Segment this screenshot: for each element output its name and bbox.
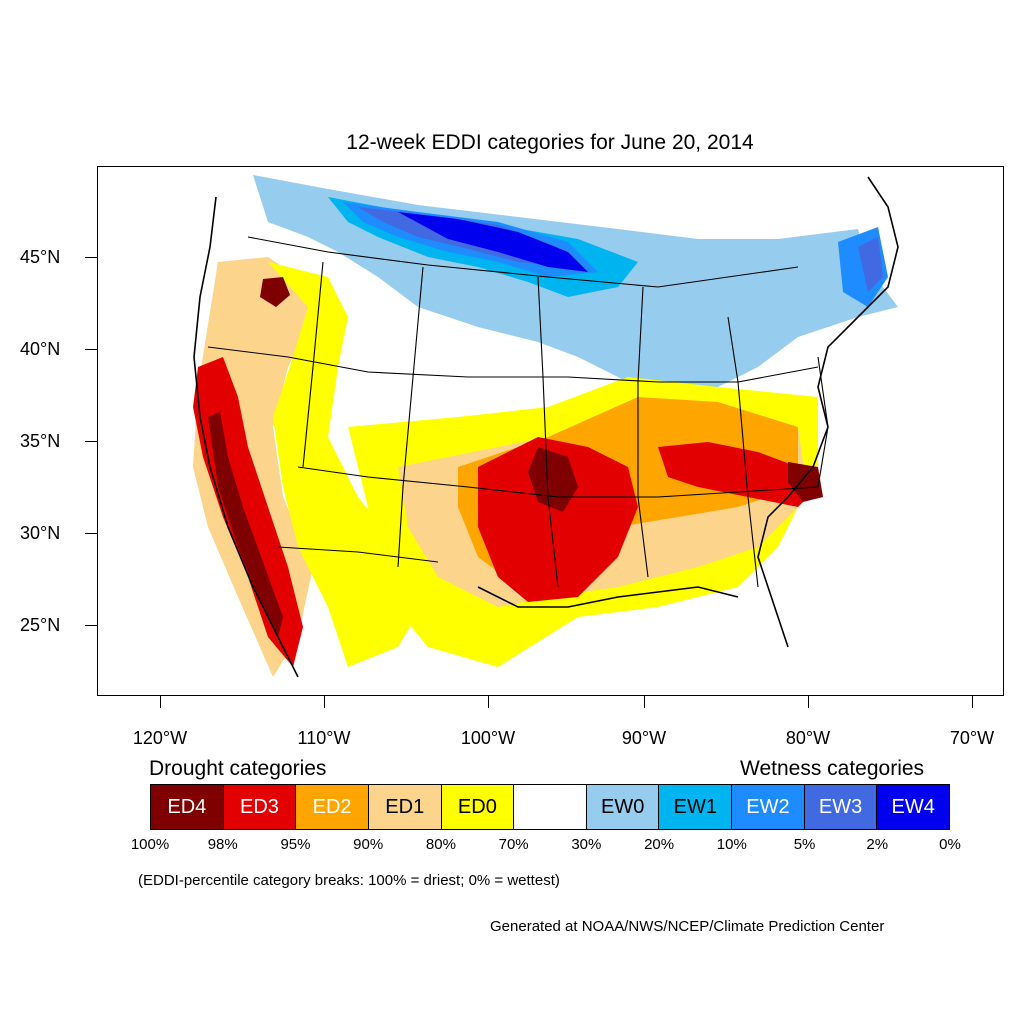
legend-box-ed2: ED2 — [296, 785, 369, 829]
lat-label-25: 25°N — [20, 615, 61, 635]
drought-ed4-southeast — [788, 462, 823, 502]
lon-tick-90 — [644, 696, 646, 708]
break-label: 0% — [939, 836, 961, 853]
break-label: 95% — [280, 836, 311, 853]
lon-tick-70 — [972, 696, 974, 708]
lat-tick-45 — [85, 257, 97, 259]
lon-label-110: 110°W — [297, 728, 351, 748]
coastline — [193, 176, 899, 678]
break-label: 2% — [866, 836, 889, 853]
wetness-ew4-region — [398, 212, 588, 272]
break-label: 90% — [353, 836, 384, 853]
legend-box-ed1: ED1 — [368, 785, 442, 829]
drought-categories-heading: Drought categories — [149, 757, 327, 780]
drought-ed3-central — [478, 437, 638, 602]
lat-tick-30 — [85, 533, 97, 535]
lat-label-35: 35°N — [20, 431, 61, 451]
break-label: 70% — [498, 836, 529, 853]
lat-label-30: 30°N — [20, 523, 61, 543]
lon-label-120: 120°W — [132, 728, 188, 748]
legend-box-ed0: ED0 — [441, 785, 515, 829]
break-label: 20% — [644, 836, 675, 853]
map-panel — [97, 166, 1004, 696]
wetness-categories-heading: Wetness categories — [740, 757, 925, 780]
lon-label-80: 80°W — [785, 728, 831, 748]
legend-box-ew2: EW2 — [732, 785, 805, 829]
drought-ed4-west — [208, 412, 283, 637]
drought-ed4-central — [528, 447, 578, 512]
lon-label-90: 90°W — [621, 728, 667, 748]
eddi-map — [193, 175, 899, 678]
state-borders — [207, 236, 829, 588]
legend-box-ew0: EW0 — [586, 785, 660, 829]
break-label: 100% — [130, 836, 170, 853]
legend-box-ew4: EW4 — [877, 785, 950, 829]
drought-ed3-southeast — [658, 442, 818, 507]
legend-box-ed3: ED3 — [223, 785, 297, 829]
legend-box-ew3: EW3 — [804, 785, 878, 829]
map-title: 12-week EDDI categories for June 20, 201… — [346, 131, 754, 154]
lon-tick-120 — [160, 696, 162, 708]
lat-label-40: 40°N — [20, 339, 61, 359]
break-label: 80% — [425, 836, 456, 853]
break-label: 30% — [571, 836, 602, 853]
break-label: 98% — [207, 836, 238, 853]
drought-ed4-northwest — [260, 277, 290, 307]
lon-label-70: 70°W — [949, 728, 995, 748]
break-label: 10% — [716, 836, 747, 853]
lon-tick-110 — [324, 696, 326, 708]
category-legend: ED4 ED3 ED2 ED1 ED0 EW0 EW1 EW2 EW3 EW4 — [150, 784, 950, 830]
legend-box-normal — [514, 785, 587, 829]
category-break-note: (EDDI-percentile category breaks: 100% =… — [138, 872, 560, 889]
credit-text: Generated at NOAA/NWS/NCEP/Climate Predi… — [490, 918, 885, 935]
legend-box-ew1: EW1 — [659, 785, 733, 829]
lat-tick-25 — [85, 625, 97, 627]
lat-tick-40 — [85, 349, 97, 351]
lon-tick-100 — [488, 696, 490, 708]
lat-label-45: 45°N — [20, 247, 61, 267]
lon-label-100: 100°W — [460, 728, 516, 748]
legend-box-ed4: ED4 — [151, 785, 224, 829]
break-label: 5% — [793, 836, 816, 853]
lat-tick-35 — [85, 441, 97, 443]
lon-tick-80 — [808, 696, 810, 708]
wetness-east-region-dark — [858, 237, 883, 292]
